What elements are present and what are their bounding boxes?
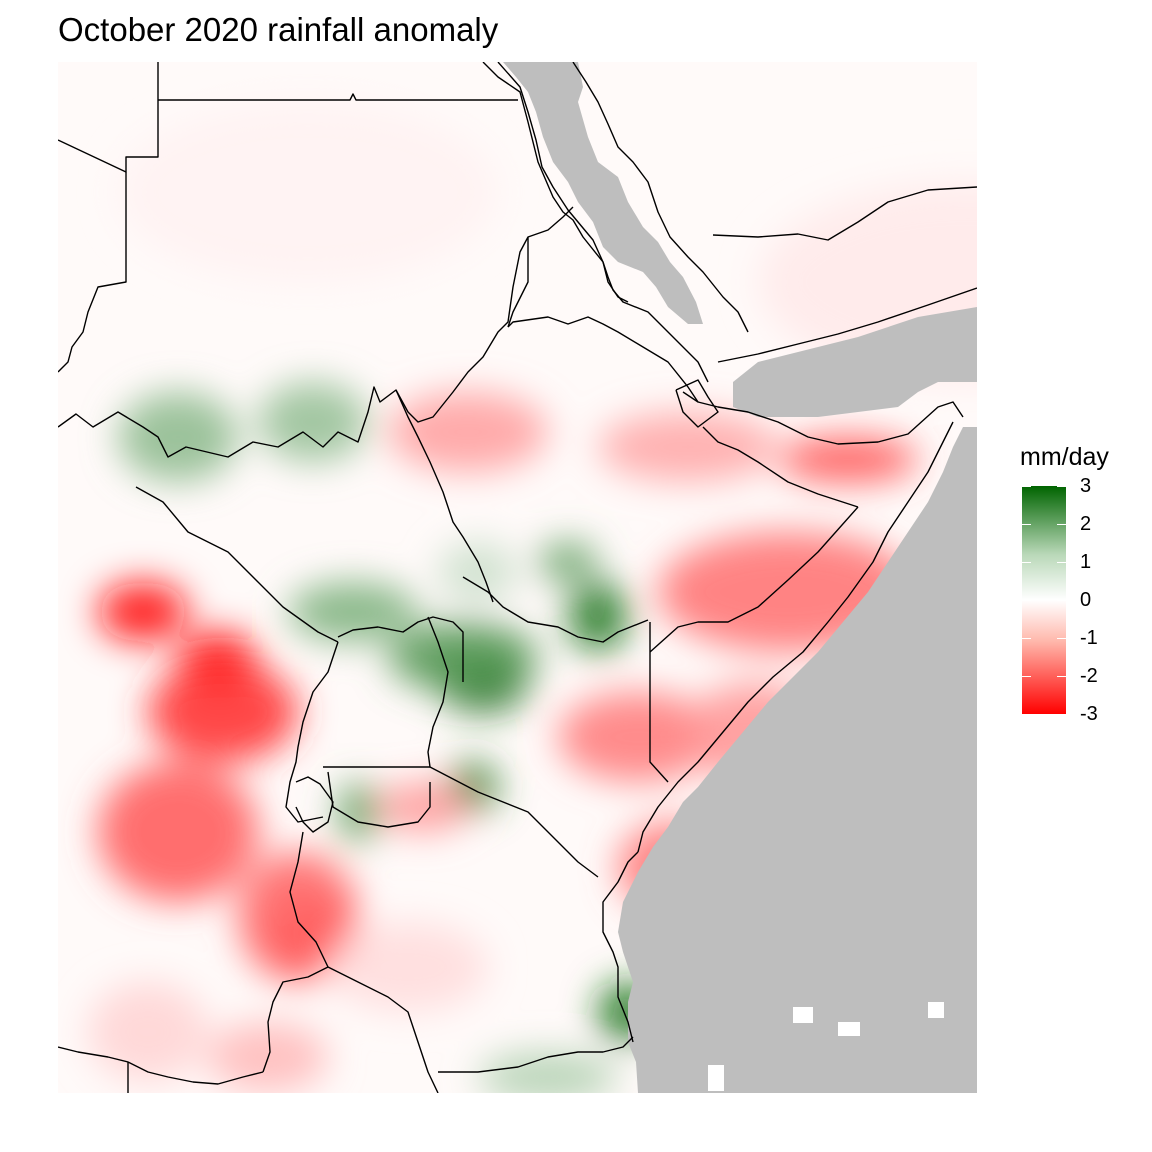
- legend-tick-mark: [1022, 524, 1031, 525]
- legend-tick-mark: [1022, 638, 1031, 639]
- arabia-aden-coast: [717, 287, 977, 363]
- anomaly-patch: [98, 582, 188, 642]
- anomaly-patch: [338, 782, 378, 842]
- border-kenya-somalia: [649, 622, 669, 783]
- anomaly-patch: [558, 692, 718, 782]
- island-cell: [928, 1002, 944, 1018]
- border-ethiopia-north: [507, 316, 699, 403]
- rainfall-anomaly-map: [58, 62, 977, 1093]
- island-cell: [708, 1065, 724, 1091]
- coastline: [327, 62, 977, 1043]
- border-tanzania-malawi: [327, 966, 439, 1093]
- border-kenya-tanzania: [429, 766, 599, 878]
- legend-tick-label: -3: [1080, 703, 1098, 725]
- border-sudan-ethiopia: [507, 237, 529, 328]
- border-ethiopia-kenya: [462, 576, 649, 643]
- tanzania-coast: [602, 851, 639, 1043]
- border-south-sudan-uganda-drc: [135, 486, 339, 643]
- border-tanzania-mozambique: [438, 1036, 634, 1073]
- legend-tick-mark: [1057, 600, 1066, 601]
- legend-tick-mark: [1022, 714, 1031, 715]
- anomaly-patch: [478, 1052, 618, 1093]
- legend-tick-label: 1: [1080, 551, 1092, 573]
- anomaly-patch: [378, 782, 468, 832]
- anomaly-patch: [598, 412, 778, 482]
- anomaly-patch: [388, 392, 548, 472]
- anomaly-patch: [98, 762, 258, 902]
- border-sudan-south-sudan: [58, 206, 574, 458]
- legend-tick-label: -2: [1080, 665, 1098, 687]
- border-drc-zambia: [58, 1046, 264, 1085]
- border-uganda-south-sudan: [337, 616, 464, 682]
- anomaly-patch: [538, 542, 598, 582]
- border-djibouti: [675, 379, 719, 428]
- anomaly-patch: [88, 982, 208, 1082]
- island-cell: [838, 1022, 860, 1036]
- anomaly-patch: [778, 437, 918, 482]
- legend-tick-mark: [1057, 714, 1066, 715]
- border-uganda-kenya: [427, 616, 449, 768]
- indian-ocean: [618, 427, 977, 1093]
- border-rwanda-burundi: [295, 776, 334, 833]
- map-title: October 2020 rainfall anomaly: [58, 11, 499, 48]
- border-libya-egypt-sudan: [58, 62, 159, 173]
- legend-tick-mark: [1022, 486, 1031, 487]
- gulf-of-aden: [733, 307, 977, 417]
- legend-tick-mark: [1057, 524, 1066, 525]
- border-ethiopia-somalia: [649, 506, 859, 653]
- legend-tick-label: 0: [1080, 589, 1092, 611]
- legend-tick-mark: [1022, 600, 1031, 601]
- no-data-layer: [503, 62, 977, 1093]
- red-sea-coast-west: [497, 62, 629, 303]
- arabia-south-coast: [712, 186, 977, 241]
- border-uganda-drc-west: [285, 641, 339, 823]
- anomaly-layer: [88, 102, 977, 1093]
- lake-victoria: [327, 771, 431, 828]
- anomaly-patch: [118, 392, 238, 482]
- border-somaliland: [702, 426, 859, 508]
- legend-tick-mark: [1057, 638, 1066, 639]
- legend-tick-mark: [1022, 676, 1031, 677]
- anomaly-patch: [118, 102, 498, 282]
- border-tanzania-zambia: [262, 966, 329, 1073]
- anomaly-patch: [148, 662, 298, 762]
- legend-tick-mark: [1057, 486, 1066, 487]
- gulf-of-aden-coast: [682, 391, 964, 445]
- legend-title: mm/day: [1020, 443, 1109, 471]
- border-egypt-sudan: [158, 93, 518, 101]
- legend-tick-label: 3: [1080, 475, 1092, 497]
- anomaly-patch: [258, 382, 368, 462]
- somalia-east-coast: [637, 421, 954, 853]
- border-chad-sudan: [58, 172, 127, 373]
- anomaly-patch: [238, 852, 358, 982]
- color-legend: mm/day 3 2 1 0 -1 -2 -3: [1020, 442, 1140, 732]
- legend-tick-label: 2: [1080, 513, 1092, 535]
- anomaly-patch: [438, 542, 518, 602]
- border-burundi-tanzania: [289, 831, 329, 968]
- legend-tick-mark: [1057, 562, 1066, 563]
- island-cell: [793, 1007, 813, 1023]
- legend-tick-mark: [1057, 676, 1066, 677]
- border-ethiopia-south-sudan: [395, 389, 494, 603]
- red-sea-coast-east: [572, 62, 749, 333]
- country-borders: [58, 62, 859, 1093]
- legend-tick-label: -1: [1080, 627, 1098, 649]
- anomaly-patch: [288, 582, 418, 642]
- anomaly-patch: [328, 922, 488, 1012]
- red-sea: [503, 62, 703, 324]
- border-eritrea: [482, 62, 709, 383]
- legend-tick-mark: [1022, 562, 1031, 563]
